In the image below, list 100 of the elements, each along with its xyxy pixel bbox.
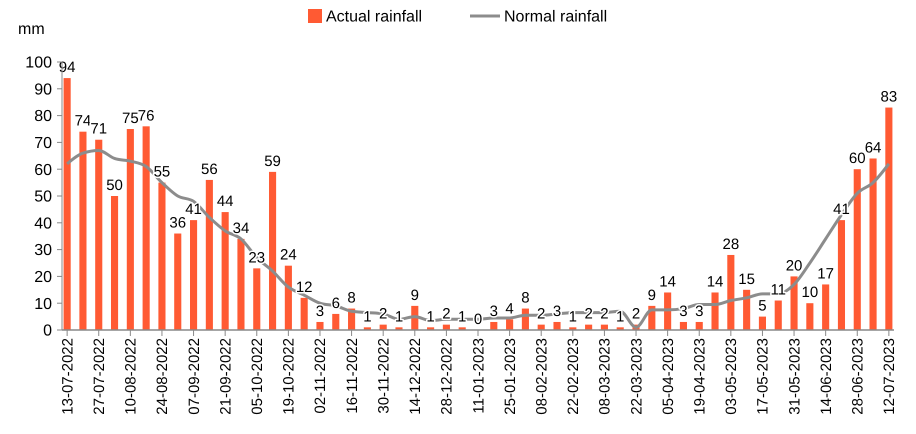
x-tick-label: 10-08-2022	[122, 338, 140, 415]
y-tick-label: 60	[34, 162, 52, 179]
data-label: 12	[296, 278, 313, 296]
data-label: 14	[659, 273, 676, 290]
x-tick-label: 05-04-2023	[660, 338, 677, 415]
x-tick-label: 21-09-2022	[217, 338, 234, 415]
bar	[680, 322, 687, 330]
x-tick-label: 24-08-2022	[154, 338, 172, 415]
data-label: 20	[786, 257, 802, 274]
x-tick-label: 08-03-2023	[596, 338, 614, 415]
legend-label: Actual rainfall	[326, 8, 422, 26]
data-label: 2	[632, 306, 640, 323]
data-label: 1	[568, 308, 577, 326]
y-tick-label: 10	[34, 296, 52, 313]
data-label: 8	[521, 290, 530, 307]
y-tick-label: 50	[34, 188, 52, 206]
x-tick-label: 17-05-2023	[754, 338, 772, 415]
data-label: 2	[600, 306, 609, 323]
bar	[174, 234, 182, 330]
data-label: 44	[216, 193, 234, 210]
bar	[885, 108, 892, 330]
data-label: 50	[106, 177, 123, 194]
data-label: 3	[679, 302, 688, 320]
data-label: 1	[426, 308, 435, 326]
bar	[316, 322, 324, 330]
x-tick-label: 11-01-2023	[470, 338, 488, 414]
data-label: 0	[474, 311, 482, 328]
bar	[237, 238, 245, 330]
data-label: 6	[332, 294, 340, 312]
data-label: 1	[394, 308, 404, 326]
data-label: 14	[706, 273, 724, 290]
bar	[64, 78, 71, 330]
data-label: 41	[185, 201, 202, 218]
data-label: 28	[722, 236, 740, 253]
x-tick-label: 02-11-2022	[312, 338, 330, 414]
data-label: 74	[74, 112, 92, 130]
data-label: 76	[138, 107, 154, 124]
data-label: 59	[264, 152, 281, 170]
y-tick-label: 70	[34, 135, 52, 152]
bar	[222, 212, 229, 330]
x-tick-label: 08-02-2023	[533, 338, 550, 415]
data-label: 64	[864, 139, 882, 156]
bar	[696, 322, 703, 330]
x-tick-label: 31-05-2023	[786, 338, 804, 415]
data-label: 1	[458, 308, 466, 326]
x-tick-label: 28-12-2022	[438, 338, 456, 415]
data-label: 3	[552, 302, 562, 320]
bar	[158, 182, 166, 330]
bar	[585, 324, 592, 330]
bar	[538, 324, 545, 330]
bar	[206, 180, 213, 330]
data-label: 2	[442, 306, 451, 323]
data-label: 55	[154, 164, 170, 181]
bar	[332, 314, 340, 330]
data-label: 15	[738, 270, 755, 288]
data-label: 9	[648, 286, 656, 304]
bar	[600, 324, 608, 330]
x-tick-label: 14-12-2022	[407, 338, 424, 415]
bar	[110, 196, 118, 330]
bar	[253, 268, 260, 330]
y-tick-label: 80	[34, 108, 52, 126]
x-tick-label: 22-03-2023	[628, 338, 646, 415]
data-label: 3	[490, 302, 498, 320]
data-label: 1	[616, 308, 624, 326]
bar	[822, 284, 830, 330]
x-tick-label: 12-07-2023	[881, 338, 898, 415]
y-tick-label: 20	[34, 269, 52, 286]
data-label: 2	[584, 306, 593, 323]
x-tick-label: 27-07-2022	[90, 338, 108, 415]
data-label: 3	[695, 302, 704, 320]
bar	[126, 129, 134, 330]
bar	[142, 126, 150, 330]
bar	[758, 316, 766, 330]
bar	[854, 169, 861, 330]
data-label: 17	[817, 265, 834, 282]
bar	[553, 322, 561, 330]
bar	[506, 319, 514, 330]
bar	[490, 322, 498, 330]
bar	[95, 140, 102, 330]
data-label: 60	[848, 150, 866, 168]
y-tick-label: 90	[34, 81, 52, 98]
bar	[79, 132, 86, 330]
bar	[300, 298, 308, 330]
data-label: 71	[90, 120, 108, 138]
bar	[727, 254, 734, 330]
data-label: 2	[537, 306, 546, 323]
x-tick-label: 13-07-2022	[59, 338, 76, 415]
data-label: 23	[248, 249, 266, 266]
bar	[190, 220, 198, 330]
data-label: 1	[363, 308, 372, 326]
data-label: 41	[833, 201, 850, 218]
data-label: 83	[880, 88, 898, 106]
x-tick-label: 05-10-2022	[249, 338, 266, 415]
data-label: 9	[410, 286, 419, 304]
data-label: 11	[770, 282, 786, 299]
y-axis-title: mm	[18, 21, 45, 38]
y-tick-label: 0	[43, 322, 52, 340]
x-tick-label: 22-02-2023	[565, 338, 582, 415]
data-label: 56	[201, 160, 218, 178]
data-label: 10	[802, 284, 818, 302]
